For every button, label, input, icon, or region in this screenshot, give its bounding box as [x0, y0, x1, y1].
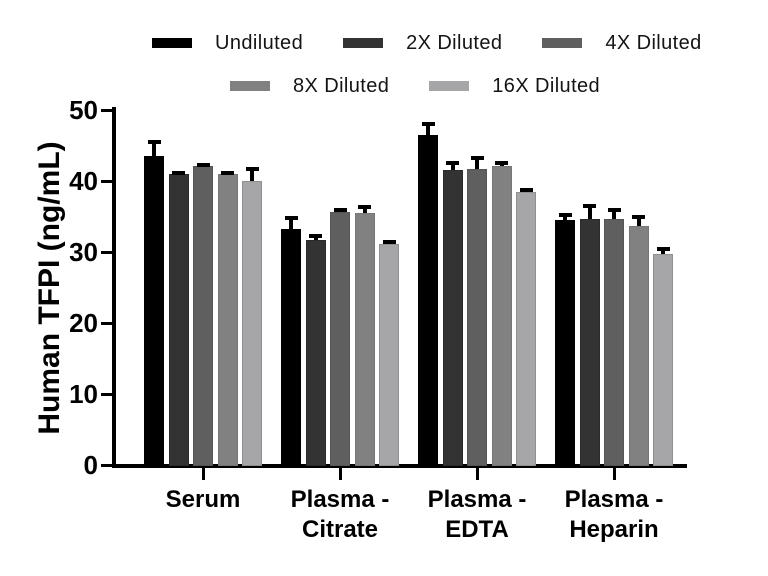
bar — [579, 218, 600, 466]
x-axis-label: Heparin — [569, 516, 659, 543]
y-axis-tick — [101, 463, 112, 467]
error-bar-stem — [587, 204, 592, 225]
error-bar-cap — [421, 122, 435, 127]
error-bar-cap — [470, 156, 484, 161]
bar — [305, 239, 326, 466]
error-bar-cap — [221, 170, 234, 175]
error-bar-cap — [583, 204, 596, 208]
error-bar-cap — [309, 233, 322, 238]
error-bar-cap — [333, 207, 347, 212]
x-axis-label: Serum — [165, 486, 241, 513]
bar — [168, 174, 189, 466]
y-axis-line — [112, 107, 116, 468]
legend-label: 2X Diluted — [406, 31, 503, 54]
y-axis-tick — [101, 321, 112, 325]
error-bar-stem — [661, 246, 665, 261]
bar — [516, 191, 536, 466]
legend-label: 16X Diluted — [492, 74, 601, 97]
error-bar-cap — [358, 205, 371, 210]
bar — [653, 254, 673, 466]
x-axis-label: Plasma - — [427, 486, 527, 513]
y-axis-tick — [101, 108, 112, 112]
legend-label: 8X Diluted — [293, 74, 390, 97]
bar — [144, 155, 164, 466]
error-bar-cap — [147, 140, 161, 145]
error-bar-cap — [632, 215, 645, 220]
x-axis-line — [112, 464, 687, 468]
legend-swatch — [230, 81, 270, 91]
legend-swatch — [343, 38, 384, 48]
bar — [217, 174, 238, 466]
error-bar-stem — [475, 156, 479, 175]
legend-item: 8X Diluted — [230, 75, 389, 98]
error-bar-cap — [284, 216, 298, 221]
bar — [555, 219, 575, 466]
bar — [467, 168, 487, 466]
error-bar-stem — [612, 207, 616, 225]
bar — [193, 166, 213, 466]
x-axis-tick — [338, 468, 342, 480]
error-bar-stem — [563, 212, 567, 226]
legend-item: 4X Diluted — [542, 32, 701, 55]
y-axis-tick-label: 10 — [69, 379, 98, 409]
error-bar-stem — [362, 205, 367, 219]
x-axis-label: Plasma - — [290, 486, 390, 513]
y-axis-tick — [101, 179, 112, 183]
y-axis-tick-label: 0 — [83, 450, 98, 480]
error-bar-cap — [607, 207, 621, 212]
error-bar-cap — [382, 239, 396, 244]
error-bar-cap — [656, 246, 670, 251]
bar — [242, 180, 262, 466]
legend-item: 16X Diluted — [429, 75, 600, 98]
error-bar-stem — [152, 140, 156, 162]
error-bar-cap — [172, 170, 185, 175]
legend-label: Undiluted — [215, 31, 304, 54]
x-axis-tick — [612, 468, 616, 480]
x-axis-tick — [201, 468, 205, 480]
bar — [354, 212, 375, 466]
legend-swatch — [152, 38, 192, 48]
x-axis-label: EDTA — [445, 516, 509, 543]
bar — [491, 165, 512, 466]
legend-label: 4X Diluted — [605, 31, 702, 54]
bar — [442, 169, 463, 466]
bar — [418, 135, 438, 466]
legend-swatch — [542, 38, 583, 48]
bar — [281, 228, 301, 466]
y-axis-tick — [101, 392, 112, 396]
x-axis-label: Citrate — [301, 516, 379, 543]
error-bar-stem — [636, 215, 641, 232]
error-bar-cap — [519, 188, 533, 193]
y-axis-tick-label: 20 — [69, 308, 98, 338]
legend-row: Undiluted 2X Diluted 4X Diluted — [152, 31, 742, 55]
error-bar-cap — [558, 212, 572, 217]
error-bar-stem — [250, 167, 254, 187]
error-bar-stem — [426, 122, 430, 142]
y-axis-tick — [101, 250, 112, 254]
error-bar-stem — [289, 216, 293, 235]
error-bar-cap — [495, 160, 508, 165]
legend-item: Undiluted — [152, 32, 303, 55]
x-axis-tick — [475, 468, 479, 480]
error-bar-stem — [450, 160, 455, 176]
bar — [628, 226, 649, 466]
error-bar-cap — [446, 160, 459, 165]
legend-swatch — [429, 81, 470, 91]
x-axis-label: Plasma - — [564, 486, 664, 513]
error-bar-cap — [245, 167, 259, 172]
bar — [379, 244, 399, 466]
bar — [330, 211, 350, 466]
legend-item: 2X Diluted — [343, 32, 502, 55]
bar — [604, 218, 624, 466]
legend-row: 8X Diluted 16X Diluted — [230, 74, 640, 98]
y-axis-tick-label: 40 — [69, 166, 98, 196]
error-bar-cap — [196, 162, 210, 167]
y-axis-tick-label: 50 — [69, 95, 98, 125]
y-axis-tick-label: 30 — [69, 237, 98, 267]
